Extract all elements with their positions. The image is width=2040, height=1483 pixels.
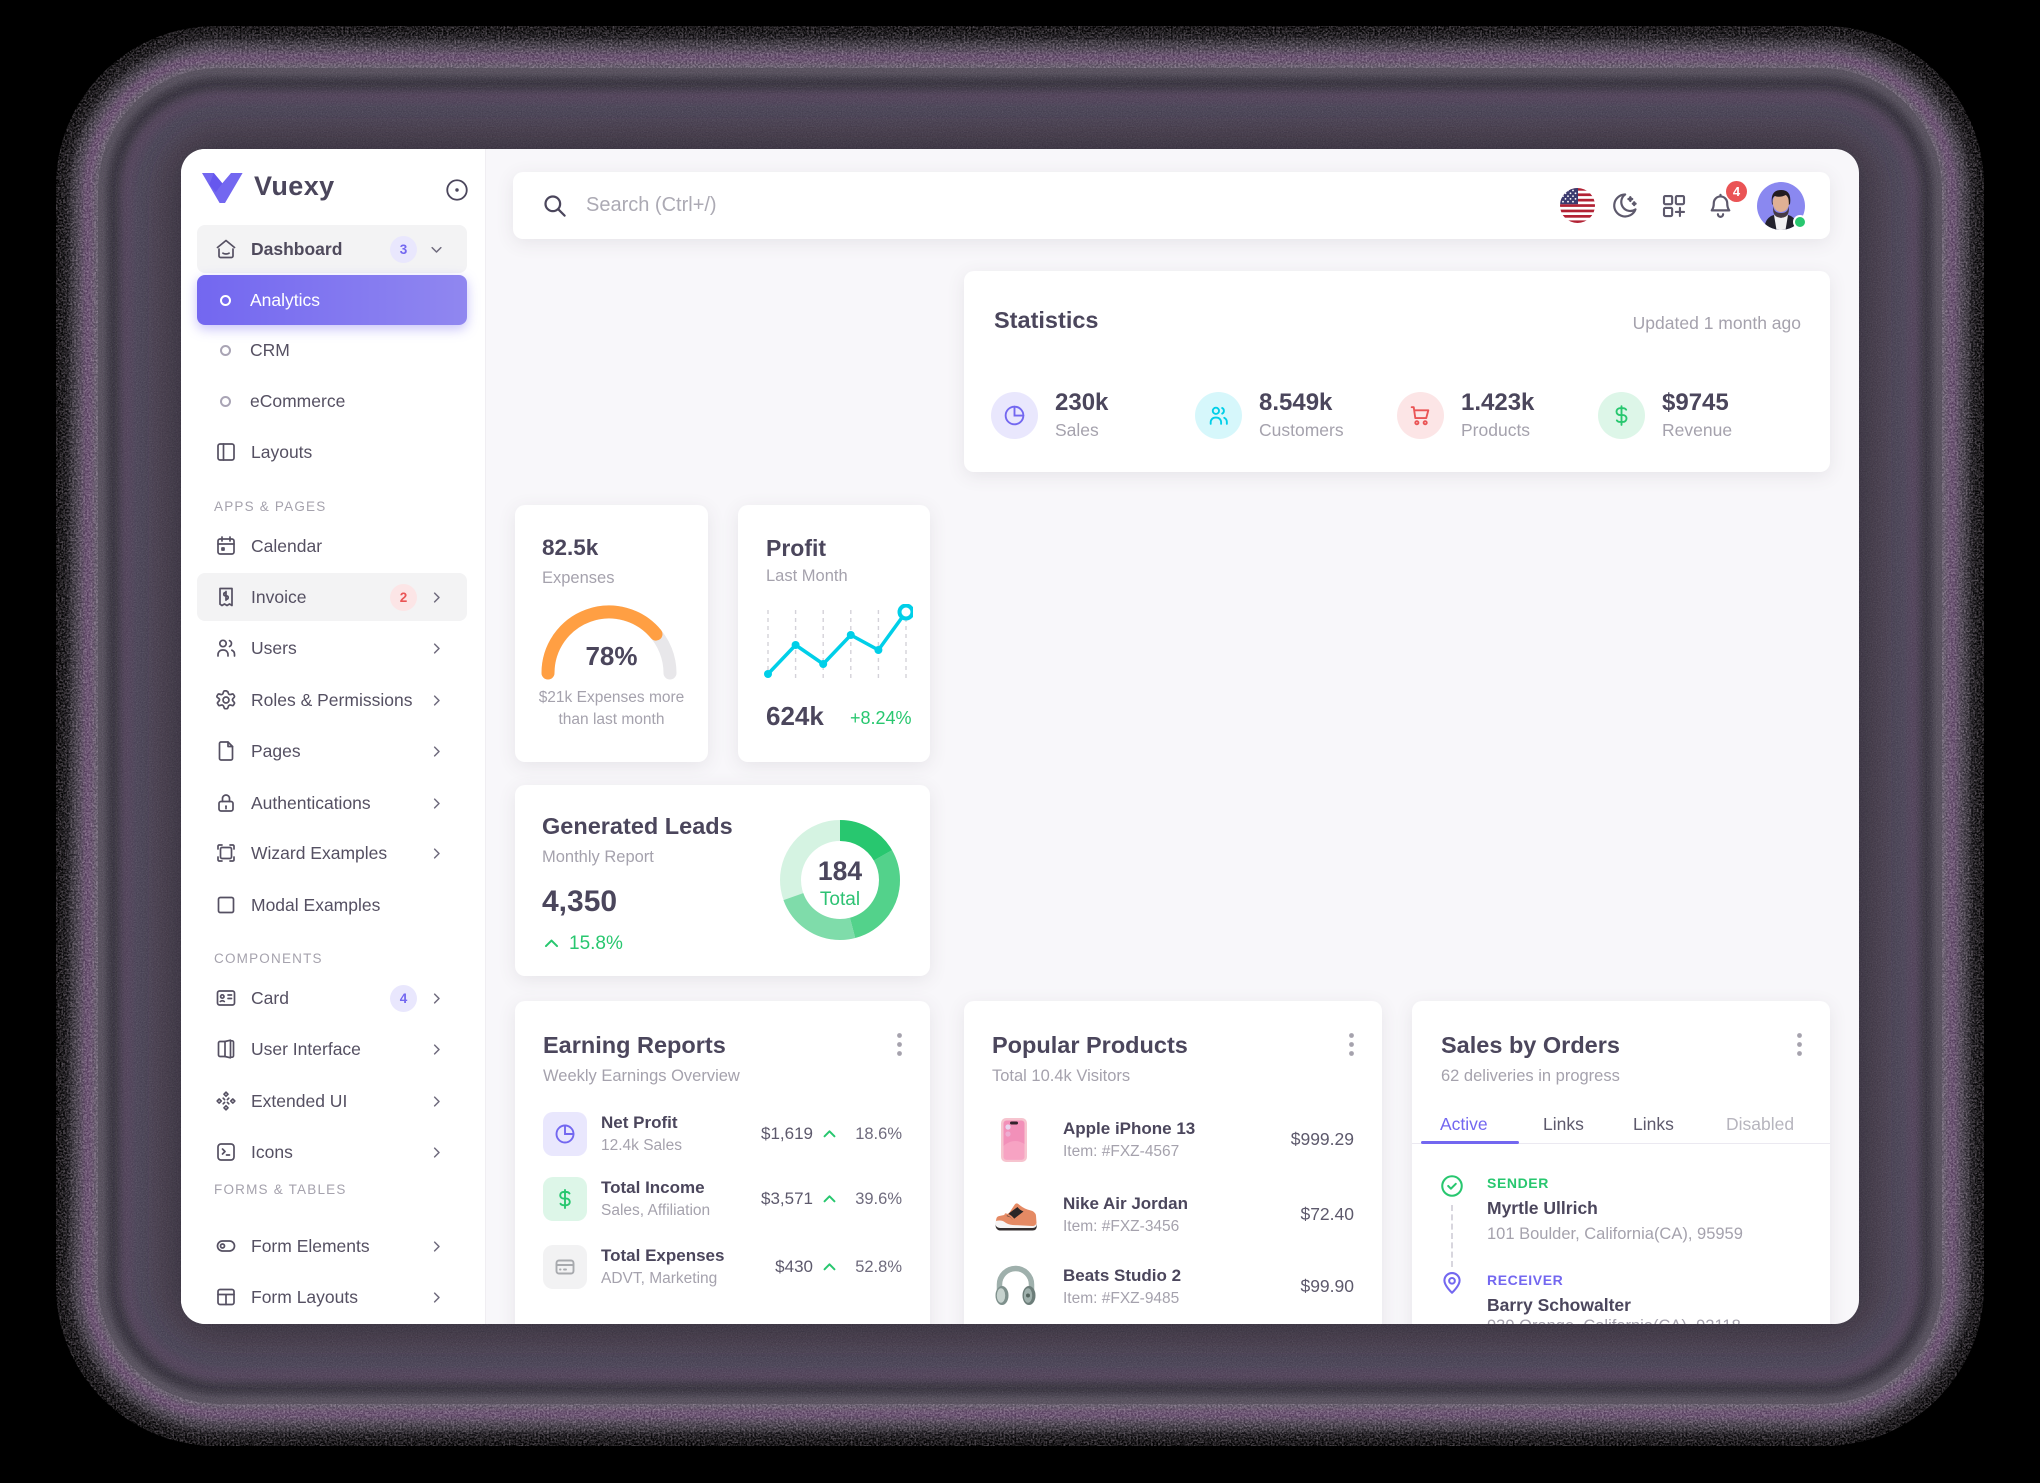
- svg-text:Total: Total: [820, 889, 860, 910]
- svg-text:184: 184: [818, 856, 862, 886]
